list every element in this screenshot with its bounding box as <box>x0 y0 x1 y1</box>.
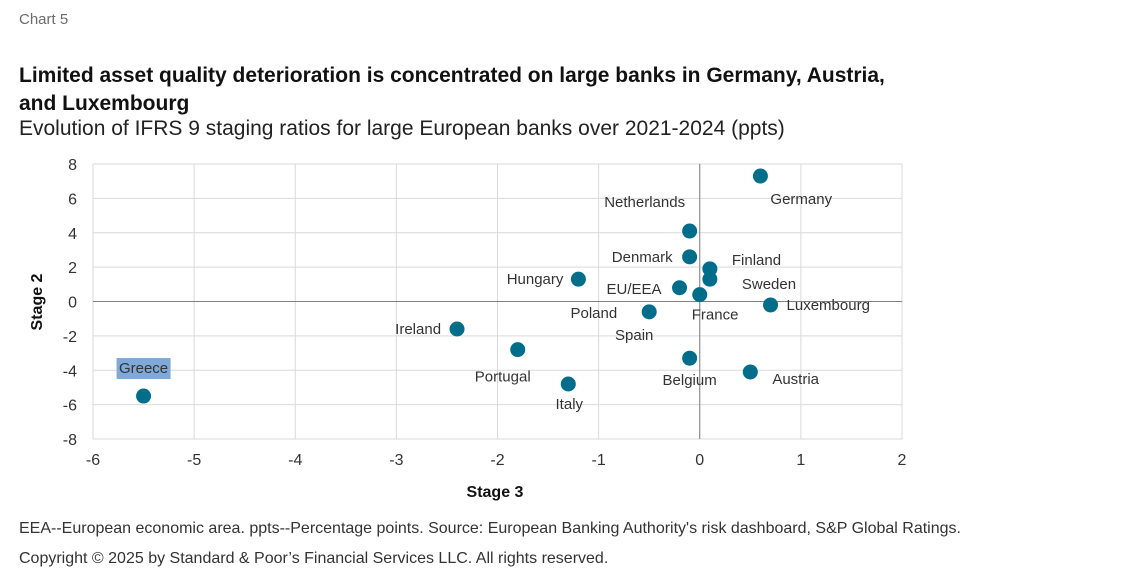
point-label: Greece <box>119 360 168 377</box>
data-point-luxembourg <box>763 297 779 313</box>
point-label: Finland <box>732 252 781 269</box>
data-points: Germany Netherlands Denmark Finland Sweden Hu… <box>116 168 870 413</box>
point-label: Austria <box>772 371 819 388</box>
y-tick-label: -6 <box>63 398 77 415</box>
x-tick-label: -3 <box>389 452 403 469</box>
x-tick-label: -5 <box>187 452 201 469</box>
copyright: Copyright © 2025 by Standard & Poor’s Fi… <box>19 550 609 567</box>
data-point-ireland <box>449 321 465 337</box>
gridlines <box>92 163 903 440</box>
chart-title: Limited asset quality deterioration is c… <box>19 64 885 115</box>
y-tick-label: -2 <box>63 329 77 346</box>
point-label: Poland <box>570 305 617 322</box>
data-point-belgium <box>682 350 698 366</box>
data-point-denmark <box>682 249 698 265</box>
y-tick-label: -8 <box>63 432 77 449</box>
point-label: Spain <box>615 327 653 344</box>
data-point-sweden <box>702 271 718 287</box>
point-label: Netherlands <box>604 194 685 211</box>
data-point-austria <box>742 364 758 380</box>
point-label: Denmark <box>612 249 673 266</box>
point-label: Sweden <box>742 276 796 293</box>
data-point-italy <box>560 376 576 392</box>
y-tick-label: 2 <box>68 260 77 277</box>
data-point-germany <box>752 168 768 184</box>
point-label: Belgium <box>663 372 717 389</box>
data-point-portugal <box>510 342 526 358</box>
point-label: Luxembourg <box>787 297 870 314</box>
point-label: France <box>692 307 739 324</box>
footnote: EEA--European economic area. ppts--Perce… <box>19 520 961 537</box>
point-label: Italy <box>556 396 584 413</box>
point-label: Germany <box>770 191 832 208</box>
x-tick-label: 1 <box>796 452 805 469</box>
y-tick-label: -4 <box>63 363 77 380</box>
chart-subtitle: Evolution of IFRS 9 staging ratios for l… <box>19 117 785 140</box>
x-tick-label: 2 <box>898 452 907 469</box>
data-point-france <box>692 287 708 303</box>
x-axis-title: Stage 3 <box>467 484 524 501</box>
y-tick-label: 4 <box>68 226 77 243</box>
x-tick-label: 0 <box>695 452 704 469</box>
x-tick-label: -6 <box>86 452 100 469</box>
data-point-hungary <box>570 271 586 287</box>
point-label: Portugal <box>475 369 531 386</box>
x-tick-label: -4 <box>288 452 302 469</box>
y-tick-label: 6 <box>68 191 77 208</box>
x-tick-label: -2 <box>490 452 504 469</box>
data-point-finland <box>702 261 718 277</box>
data-point-netherlands <box>682 223 698 239</box>
x-tick-label: -1 <box>592 452 606 469</box>
point-label: Ireland <box>395 321 441 338</box>
point-label: EU/EEA <box>606 281 661 298</box>
data-point-eueea <box>672 280 688 296</box>
y-tick-label: 0 <box>68 295 77 312</box>
point-label: Hungary <box>507 271 564 288</box>
y-axis-title: Stage 2 <box>29 273 46 330</box>
y-tick-labels: 8 6 4 2 0 -2 -4 -6 -8 <box>63 157 77 449</box>
chart-number-label: Chart 5 <box>19 11 69 28</box>
x-tick-labels: -6 -5 -4 -3 -2 -1 0 1 2 <box>86 452 907 469</box>
data-point-poland <box>641 304 657 320</box>
y-tick-label: 8 <box>68 157 77 174</box>
data-point-greece <box>136 388 152 404</box>
highlight-box <box>116 358 171 380</box>
